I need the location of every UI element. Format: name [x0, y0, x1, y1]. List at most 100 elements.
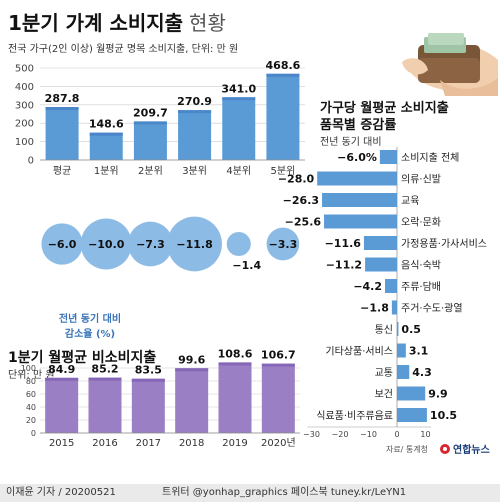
bar [178, 110, 212, 160]
bar-top-edge [45, 107, 79, 111]
bar-value-label: 108.6 [218, 347, 253, 360]
category-change-chart: 소비지출 전체 −6.0% 의류·신발 −28.0 교육 −26.3 오락·문화 −25.6 가… [278, 147, 487, 439]
bar [222, 97, 256, 160]
y-tick-label: 60 [26, 390, 36, 399]
x-tick-label: 2015 [49, 438, 74, 449]
decline-bubble [167, 216, 222, 272]
bar-value-label: −1.8 [360, 302, 389, 315]
main-title: 1분기 가계 소비지출 현황 [8, 11, 226, 35]
bar [324, 214, 397, 229]
y-tick-label: 500 [15, 64, 34, 75]
bar [131, 378, 165, 433]
bar-top-edge [89, 132, 123, 136]
x-tick-label: 2020년 [261, 437, 296, 449]
x-tick-label: 2017 [136, 438, 161, 449]
social-text: 트위터 @yonhap_graphics 페이스북 tuney.kr/LeYN1 [162, 487, 407, 498]
decline-bubble [128, 221, 173, 267]
bar-top-edge [45, 377, 79, 381]
bar-value-label: 9.9 [428, 388, 448, 401]
category-label: 통신 [375, 324, 393, 336]
bubble-value-label: −11.8 [176, 238, 212, 251]
chart-canvas: 1분기 가계 소비지출 현황 전국 가구(2인 이상) 월평균 명목 소비지출, … [8, 11, 498, 456]
category-label: 식료품·비주류음료 [316, 410, 393, 422]
bar [133, 121, 167, 160]
bar [45, 107, 79, 160]
category-title-line2: 품목별 증감률 [320, 117, 396, 133]
category-label: 소비지출 전체 [401, 152, 459, 164]
x-tick-label: 2018 [179, 438, 204, 449]
bar-value-label: 10.5 [430, 409, 457, 422]
y-tick-label: 100 [21, 364, 36, 373]
y-tick-label: 20 [26, 416, 36, 425]
bar-value-label: 4.3 [412, 366, 432, 379]
y-tick-label: 40 [26, 403, 36, 412]
y-tick-label: 100 [15, 137, 34, 148]
bar-value-label: 287.8 [45, 92, 80, 105]
bar-top-edge [88, 377, 122, 381]
bar-value-label: 99.6 [178, 353, 205, 366]
bar-top-edge [222, 97, 256, 101]
x-tick-label: 평균 [53, 165, 71, 177]
bar [397, 365, 410, 379]
bar-top-edge [175, 368, 209, 372]
bar [397, 408, 427, 422]
source-note: 자료/ 통계청 [386, 444, 428, 454]
bar [175, 368, 209, 433]
bar-value-label: −25.6 [285, 216, 322, 229]
bar [397, 322, 399, 336]
category-title-line1: 가구당 월평균 소비지출 [320, 100, 449, 116]
quintile-spending-chart: 0 100 200 300 400 500 287.8 평균 148.6 1분위 209.7 2분위 2… [15, 59, 305, 177]
x-tick-label: 1분위 [94, 164, 119, 177]
nonconsumption-unit: 단위: 만 원 [8, 368, 55, 381]
x-tick-label: 2019 [222, 438, 247, 449]
bar [45, 377, 79, 433]
bar [379, 150, 397, 164]
x-tick-label: −30 [303, 430, 320, 439]
x-tick-label: −20 [332, 430, 349, 439]
bar-value-label: 3.1 [409, 345, 429, 358]
footer: 이재윤 기자 / 20200521 트위터 @yonhap_graphics 페… [0, 484, 500, 502]
bubble-value-label: −7.3 [136, 238, 165, 251]
bar-value-label: −6.0% [337, 151, 377, 164]
bar-value-label: −11.6 [325, 237, 362, 250]
category-label: 교통 [375, 367, 393, 379]
bar-value-label: 85.2 [91, 363, 118, 376]
bar-value-label: 270.9 [177, 95, 212, 108]
bar-value-label: 0.5 [401, 323, 421, 336]
y-tick-label: 0 [31, 429, 36, 438]
decline-rate-bubbles: −6.0 −10.0 −7.3 −11.8 −1.4 −3.3 [41, 216, 300, 272]
y-tick-label: 400 [15, 82, 34, 93]
bar-top-edge [178, 110, 212, 114]
bar-top-edge [133, 121, 167, 125]
bar-value-label: −26.3 [283, 194, 319, 207]
nonconsumption-chart: 0 20 40 60 80 100 84.9 2015 85.2 2016 83.5 2017 99.6… [21, 347, 300, 449]
bar-value-label: 209.7 [133, 106, 168, 119]
bar-value-label: −4.2 [353, 280, 382, 293]
credit-text: 이재윤 기자 / 20200521 [6, 487, 116, 498]
category-label: 오락·문화 [401, 217, 441, 229]
bar-top-edge [218, 362, 252, 366]
bar-value-label: 106.7 [261, 349, 296, 362]
bar [89, 132, 123, 160]
x-tick-label: 4분위 [226, 164, 251, 177]
bubble-value-label: −10.0 [88, 238, 125, 251]
bubble-legend-line1: 전년 동기 대비 [59, 312, 121, 325]
bar [391, 300, 397, 315]
bar [218, 362, 252, 433]
x-tick-label: −10 [360, 430, 377, 439]
bar [365, 257, 397, 272]
y-tick-label: 80 [26, 377, 36, 386]
bubble-value-label: −3.3 [269, 238, 298, 251]
x-tick-label: 3분위 [182, 164, 207, 177]
bar-value-label: 468.6 [266, 59, 301, 72]
bar [317, 171, 397, 186]
y-tick-label: 300 [15, 100, 34, 111]
category-label: 주거·수도·광열 [401, 303, 463, 315]
wallet-illustration [402, 33, 498, 96]
bar-top-edge [131, 378, 165, 382]
main-subtitle: 전국 가구(2인 이상) 월평균 명목 소비지출, 단위: 만 원 [8, 42, 238, 55]
bar [322, 193, 397, 207]
bar [261, 363, 295, 433]
x-tick-label: 0 [394, 430, 399, 439]
